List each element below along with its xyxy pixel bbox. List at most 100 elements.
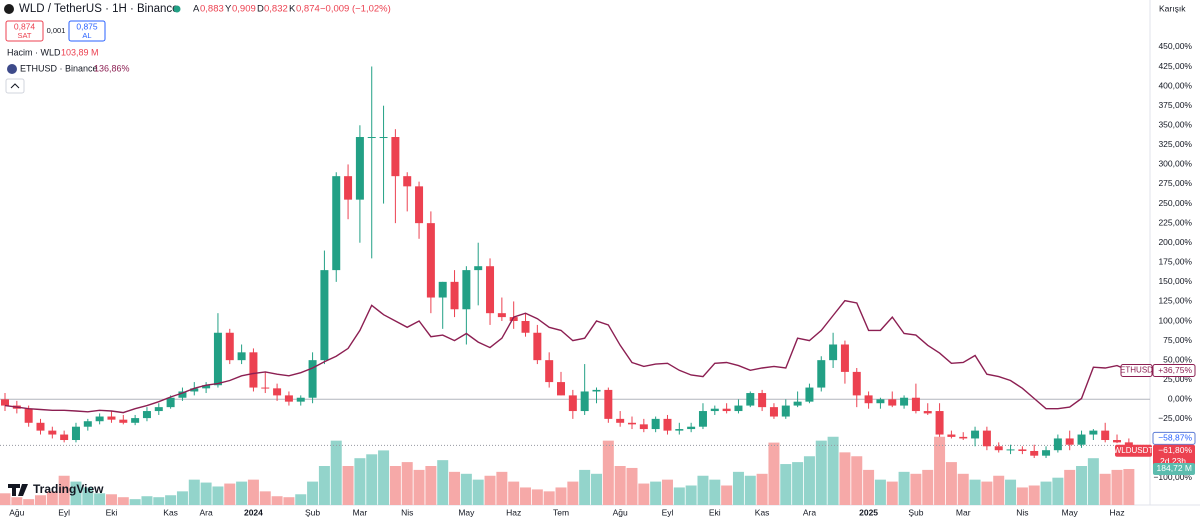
candle-body — [722, 408, 731, 412]
candle-body — [1089, 430, 1098, 435]
x-tick-label: Eyl — [662, 507, 674, 517]
symbol-tag: WLDUSDT — [1114, 446, 1154, 455]
plot-area — [0, 66, 1150, 505]
compare-logo — [7, 64, 17, 74]
candle-body — [36, 422, 45, 431]
volume-bar — [354, 458, 366, 505]
candle-body — [249, 352, 258, 388]
candle-body — [982, 430, 991, 447]
candle-body — [426, 223, 435, 298]
x-tick-label: Ağu — [9, 507, 24, 517]
compare-name: ETHUSD · Binance — [20, 63, 98, 73]
volume-bar — [934, 436, 946, 505]
volume-bar — [1028, 485, 1040, 505]
y-tick-label: 300,00% — [1158, 159, 1192, 169]
volume-bar — [851, 456, 863, 505]
candle-body — [284, 395, 293, 402]
volume-bar — [803, 456, 815, 505]
y-tick-label: 0,00% — [1168, 394, 1193, 404]
header: WLD / TetherUS · 1H · Binance A 0,883 Y 0,9… — [4, 3, 1186, 496]
candle-body — [876, 399, 885, 404]
y-tick-label: 225,00% — [1158, 217, 1192, 227]
volume-bar — [981, 481, 993, 505]
volume-bar — [401, 462, 413, 505]
candle-body — [639, 424, 648, 430]
volume-bar — [721, 485, 733, 505]
candle-body — [178, 391, 187, 398]
candle-body — [60, 434, 69, 441]
candle-body — [568, 395, 577, 412]
volume-bar — [732, 471, 744, 505]
candle-body — [959, 436, 968, 439]
candle-body — [107, 416, 116, 420]
volume-bar — [236, 481, 248, 505]
buy-button[interactable] — [68, 20, 106, 42]
volume-bar — [886, 481, 898, 505]
y-tick-label: 350,00% — [1158, 120, 1192, 130]
y-tick-label: 275,00% — [1158, 178, 1192, 188]
volume-bar — [1005, 479, 1017, 505]
candle-body — [935, 411, 944, 435]
volume-bar — [863, 469, 875, 505]
candle-body — [1101, 430, 1110, 441]
volume-bar — [58, 475, 70, 505]
volume-bar — [212, 486, 224, 505]
candle-body — [604, 389, 613, 419]
ohlc-value: 0,883 — [200, 4, 224, 15]
x-tick-label: Mar — [956, 507, 971, 517]
x-tick-label: Nis — [1016, 507, 1028, 517]
volume-bar — [827, 436, 839, 505]
candle-body — [533, 332, 542, 361]
candle-body — [166, 397, 175, 408]
collapse-button[interactable] — [5, 78, 25, 94]
volume-bar — [496, 471, 508, 505]
volume-bar — [200, 482, 212, 505]
candle-body — [1042, 450, 1051, 456]
candle-body — [758, 393, 767, 408]
symbol-tag-box — [1115, 444, 1152, 457]
candle-body — [119, 419, 128, 423]
volume-bar — [1111, 469, 1123, 505]
volume-bar — [874, 479, 886, 505]
x-tick-label: 2025 — [859, 507, 878, 517]
candle-body — [817, 360, 826, 388]
x-tick-label: Ara — [803, 507, 817, 517]
volume-bar — [366, 454, 378, 505]
y-tick-label: 175,00% — [1158, 257, 1192, 267]
candle-body — [829, 344, 838, 361]
candle-body — [474, 266, 483, 271]
volume-last-box — [1153, 462, 1195, 475]
x-tick-label: Kas — [755, 507, 770, 517]
y-tick-label: 150,00% — [1158, 276, 1192, 286]
volume-bar — [543, 491, 555, 505]
y-tick-label: 450,00% — [1158, 41, 1192, 51]
volume-bar — [709, 479, 721, 505]
last-price-box — [1153, 444, 1195, 468]
volume-bar — [295, 494, 307, 505]
scale-mode[interactable]: Karışık — [1159, 3, 1186, 13]
candle-body — [486, 266, 495, 314]
volume-bar — [472, 479, 484, 505]
volume-last: 184,72 M — [1157, 463, 1192, 473]
sell-price: 0,874 — [14, 21, 36, 31]
volume-bar — [555, 487, 567, 505]
candle-body — [1018, 449, 1027, 451]
candle-body — [509, 317, 518, 322]
tv-logo-icon — [8, 484, 28, 496]
x-tick-label: May — [1062, 507, 1079, 517]
y-tick-label: 125,00% — [1158, 296, 1192, 306]
prev-close-label: −58,87% — [1158, 433, 1192, 443]
candle-body — [1053, 438, 1062, 451]
volume-bar — [815, 440, 827, 505]
candle-body — [355, 137, 364, 200]
volume-bar — [898, 471, 910, 505]
x-tick-label: Haz — [1109, 507, 1124, 517]
candle-body — [225, 332, 234, 361]
ohlc-key: D — [257, 4, 264, 15]
sell-button[interactable] — [5, 20, 44, 42]
y-tick-label: 75,00% — [1163, 335, 1192, 345]
volume-bar — [283, 497, 295, 505]
volume-bar — [1064, 469, 1076, 505]
ohlc-value: 0,874 — [296, 4, 320, 15]
compare-line — [4, 299, 1130, 414]
